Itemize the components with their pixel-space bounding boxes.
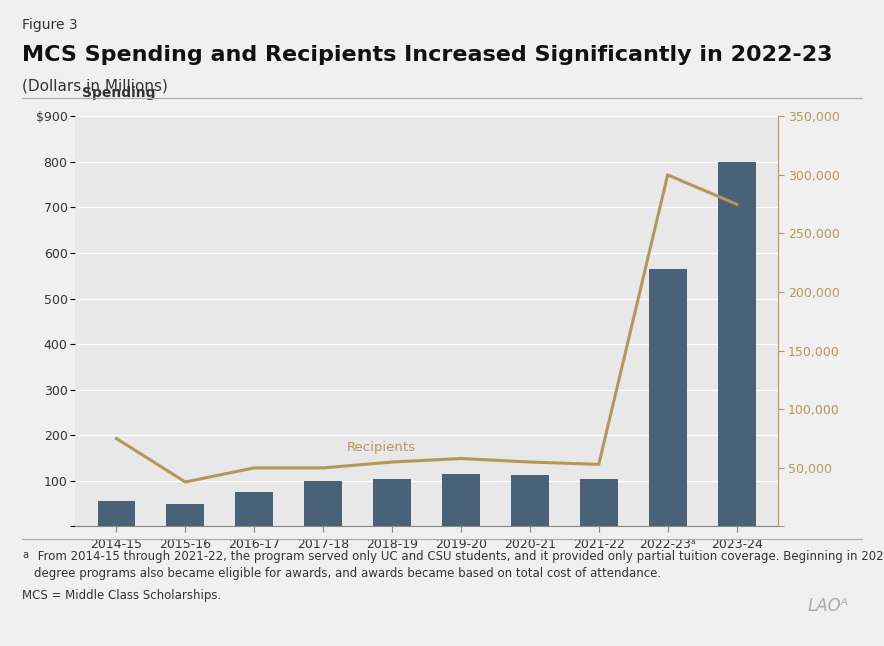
Text: a: a <box>22 550 28 560</box>
Text: MCS Spending and Recipients Increased Significantly in 2022-23: MCS Spending and Recipients Increased Si… <box>22 45 833 65</box>
Text: From 2014-15 through 2021-22, the program served only UC and CSU students, and i: From 2014-15 through 2021-22, the progra… <box>34 550 884 563</box>
Bar <box>304 481 342 526</box>
Bar <box>166 504 204 526</box>
Text: Recipients: Recipients <box>347 441 416 454</box>
Bar <box>718 162 756 526</box>
Bar <box>97 501 135 526</box>
Bar <box>511 475 549 526</box>
Bar <box>442 474 480 526</box>
Bar <box>373 479 411 526</box>
Bar <box>580 479 618 526</box>
Text: Figure 3: Figure 3 <box>22 18 78 32</box>
Bar <box>235 492 273 526</box>
Text: degree programs also became eligible for awards, and awards became based on tota: degree programs also became eligible for… <box>34 567 660 580</box>
Text: MCS = Middle Class Scholarships.: MCS = Middle Class Scholarships. <box>22 589 221 602</box>
Bar <box>649 269 687 526</box>
Text: (Dollars in Millions): (Dollars in Millions) <box>22 79 168 94</box>
Text: LAOᴬ: LAOᴬ <box>808 597 849 615</box>
Text: Spending: Spending <box>82 86 156 100</box>
